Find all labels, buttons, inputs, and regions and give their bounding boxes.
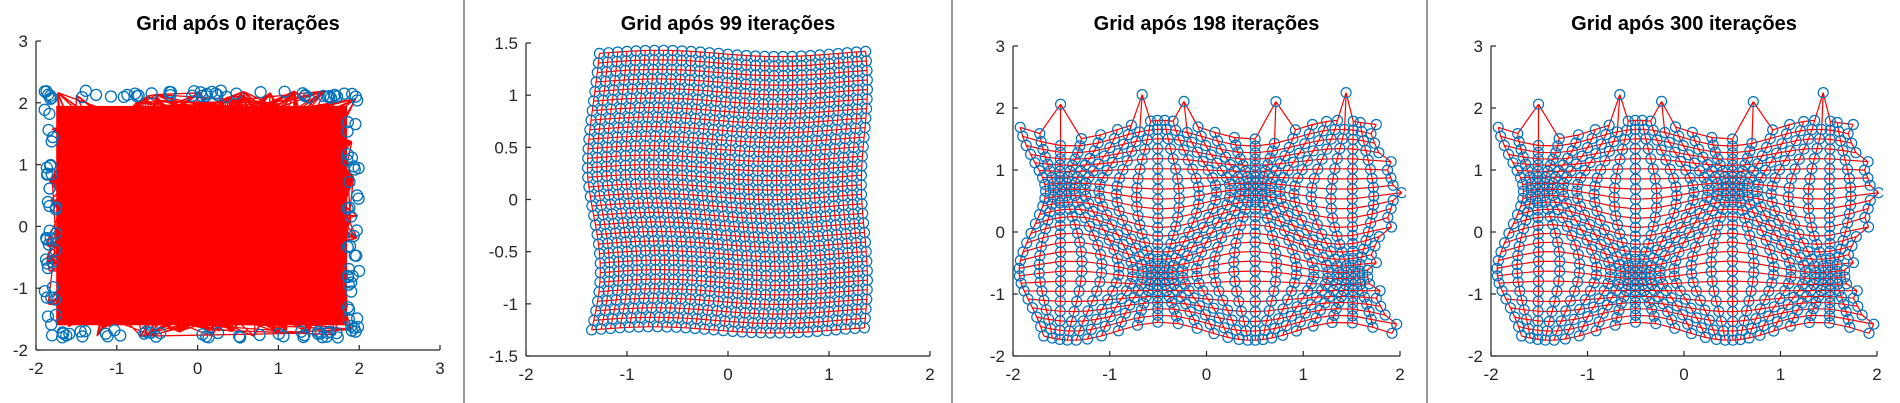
x-tick-label: -1 [1580, 365, 1595, 384]
x-tick-label: 0 [193, 359, 202, 378]
grid-nodes [1013, 86, 1406, 346]
x-tick-label: -1 [619, 365, 634, 384]
y-tick-label: -2 [13, 341, 28, 360]
y-tick-label: 2 [19, 94, 28, 113]
subplot-2: -2 -1 0 1 2 -1.5 -1 -0.5 0 0.5 1 1.5 Grid após 99 it… [489, 13, 935, 384]
x-tick-label: -2 [518, 365, 533, 384]
x-tick-label: 1 [274, 359, 283, 378]
plot-area [581, 44, 874, 339]
x-tick-label: 1 [1776, 365, 1785, 384]
y-tick-label: -1 [990, 285, 1005, 304]
y-tick-label: 1 [509, 86, 518, 105]
x-tick-label: 0 [1679, 365, 1688, 384]
chart-title: Grid após 99 iterações [621, 13, 836, 35]
x-tick-label: 2 [925, 365, 934, 384]
y-tick-label: 3 [996, 37, 1005, 56]
x-tick-label: -1 [1102, 365, 1117, 384]
plot-area [38, 84, 366, 344]
y-tick-label: 2 [1474, 99, 1483, 118]
x-tick-label: -1 [109, 359, 124, 378]
y-tick-label: 3 [19, 32, 28, 51]
y-tick-label: -2 [1468, 347, 1483, 366]
y-tick-label: -1 [503, 295, 518, 314]
y-tick-label: 0 [19, 217, 28, 236]
y-tick-label: 1 [996, 161, 1005, 180]
subplot-4: -2 -1 0 1 2 -2 -1 0 1 2 3 Grid após 300 iterações [1468, 13, 1883, 384]
y-tick-label: 1.5 [494, 34, 518, 53]
y-tick-label: 0 [1474, 223, 1483, 242]
y-tick-label: -0.5 [489, 243, 518, 262]
x-tick-label: 1 [824, 365, 833, 384]
x-tick-label: 2 [1872, 365, 1881, 384]
y-tick-label: -1.5 [489, 347, 518, 366]
y-tick-label: 1 [19, 156, 28, 175]
x-tick-label: 0 [723, 365, 732, 384]
grid-nodes [1491, 86, 1883, 346]
y-tick-label: 3 [1474, 37, 1483, 56]
x-tick-label: 2 [1395, 365, 1404, 384]
x-tick-label: -2 [1483, 365, 1498, 384]
plot-area [1013, 86, 1406, 346]
y-tick-label: -1 [13, 279, 28, 298]
grid-nodes [38, 84, 366, 344]
x-tick-label: 3 [435, 359, 444, 378]
y-tick-label: -1 [1468, 285, 1483, 304]
y-tick-label: 2 [996, 99, 1005, 118]
dense-edge-fill [56, 105, 348, 326]
y-tick-label: 0 [509, 191, 518, 210]
x-tick-label: -2 [28, 359, 43, 378]
x-tick-label: -2 [1005, 365, 1020, 384]
y-tick-label: 0.5 [494, 138, 518, 157]
y-tick-label: -2 [990, 347, 1005, 366]
subplot-3: -2 -1 0 1 2 -2 -1 0 1 2 3 Grid após 198 iterações [990, 13, 1406, 384]
subplot-1: -2 -1 0 1 2 3 -2 -1 0 1 2 3 Grid após 0 iterações [13, 13, 445, 378]
x-tick-label: 2 [354, 359, 363, 378]
y-tick-label: 1 [1474, 161, 1483, 180]
x-tick-label: 0 [1202, 365, 1211, 384]
x-tick-label: 1 [1299, 365, 1308, 384]
chart-title: Grid após 0 iterações [136, 13, 339, 35]
grid-nodes [581, 44, 874, 339]
chart-title: Grid após 198 iterações [1094, 13, 1320, 35]
chart-title: Grid após 300 iterações [1571, 13, 1797, 35]
plot-area [1491, 86, 1883, 346]
y-tick-label: 0 [996, 223, 1005, 242]
